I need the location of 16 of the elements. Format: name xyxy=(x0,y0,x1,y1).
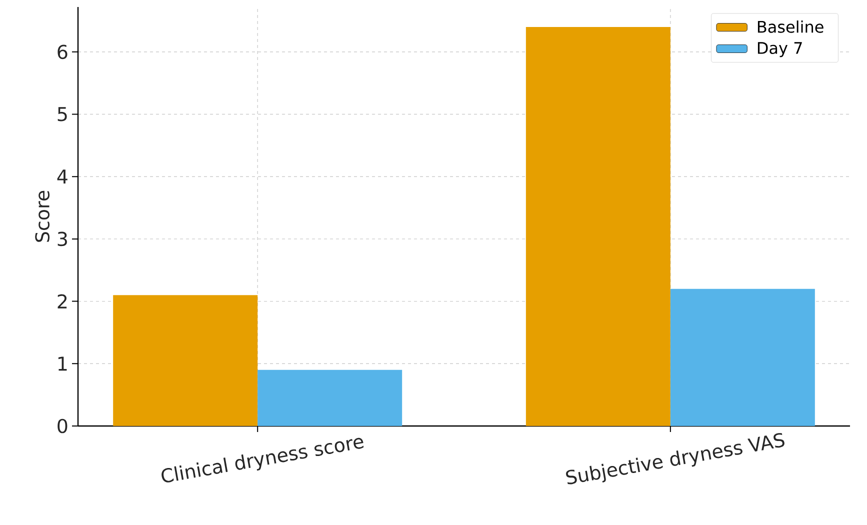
legend-label: Baseline xyxy=(758,20,824,33)
bar xyxy=(258,370,402,426)
y-tick-label: 0 xyxy=(58,418,68,434)
y-tick-label: 4 xyxy=(57,170,68,184)
y-tick-label: 1 xyxy=(58,356,67,371)
y-tick-label: 2 xyxy=(58,294,67,308)
y-axis-title: Score xyxy=(35,190,50,242)
x-tick-label: Subjective dryness VAS xyxy=(566,433,784,484)
y-tick-label: 5 xyxy=(58,107,67,122)
bar xyxy=(113,295,258,426)
bar xyxy=(526,26,670,426)
bar xyxy=(670,288,815,426)
y-tick-label: 6 xyxy=(58,44,68,60)
x-tick-label: Clinical dryness score xyxy=(162,438,364,482)
y-tick-label: 3 xyxy=(58,232,67,246)
legend-label: Day 7 xyxy=(758,42,802,58)
